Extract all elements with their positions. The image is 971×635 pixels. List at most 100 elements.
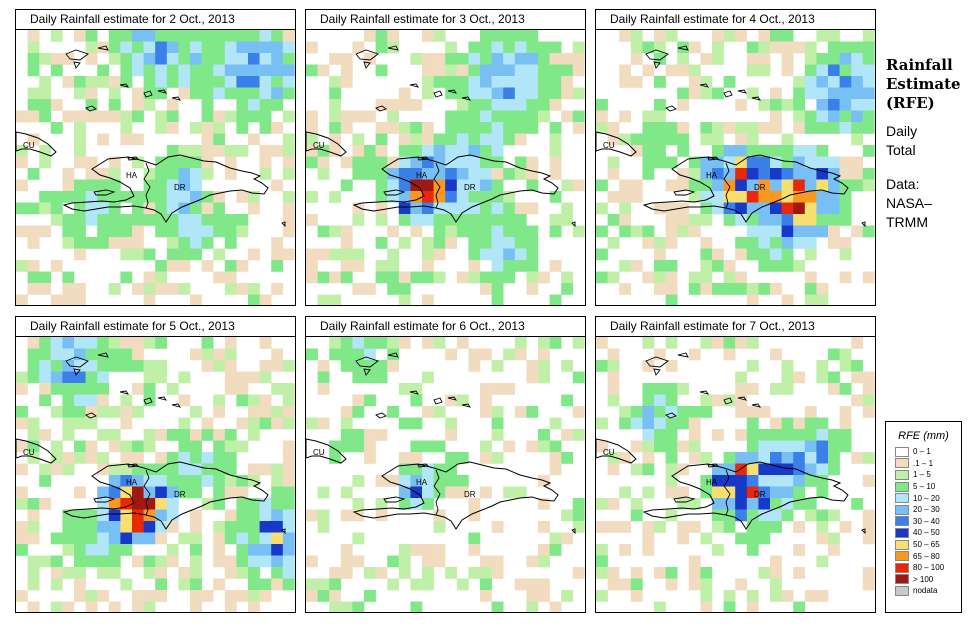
rainfall-cell bbox=[74, 394, 86, 407]
rainfall-cell bbox=[793, 440, 806, 453]
rainfall-cell bbox=[630, 179, 643, 192]
rainfall-cell bbox=[282, 133, 295, 146]
rainfall-cell bbox=[166, 429, 179, 441]
rainfall-cell bbox=[375, 271, 388, 284]
rainfall-cell bbox=[758, 30, 771, 42]
rainfall-cell bbox=[340, 555, 353, 568]
rainfall-cell bbox=[271, 260, 284, 272]
rainfall-cell bbox=[27, 271, 40, 284]
rainfall-cell bbox=[619, 578, 632, 591]
rainfall-cell bbox=[445, 191, 458, 203]
rainfall-cell bbox=[828, 76, 840, 88]
haiti-dr-border bbox=[433, 469, 441, 516]
rainfall-cell bbox=[526, 237, 539, 249]
rainfall-cell bbox=[480, 30, 492, 42]
rainfall-cell bbox=[132, 486, 144, 499]
rainfall-cell bbox=[166, 486, 179, 499]
rainfall-cell bbox=[259, 463, 272, 476]
rainfall-cell bbox=[549, 41, 562, 54]
rainfall-cell bbox=[143, 498, 156, 510]
rainfall-cell bbox=[793, 168, 806, 180]
rainfall-cell bbox=[456, 191, 469, 203]
rainfall-cell bbox=[538, 429, 550, 441]
rainfall-cell bbox=[781, 429, 794, 441]
rainfall-cell bbox=[712, 191, 724, 203]
rainfall-cell bbox=[700, 191, 713, 203]
rainfall-cell bbox=[630, 509, 643, 522]
rainfall-cell bbox=[352, 202, 365, 215]
rainfall-cell bbox=[770, 179, 782, 192]
rainfall-cell bbox=[375, 475, 388, 487]
rainfall-cell bbox=[375, 168, 388, 180]
rainfall-cell bbox=[259, 76, 272, 88]
rainfall-cell bbox=[108, 87, 121, 100]
rainfall-cell bbox=[688, 429, 701, 441]
rainfall-cell bbox=[654, 248, 666, 261]
rainfall-cell bbox=[282, 53, 295, 65]
rainfall-cell bbox=[468, 99, 481, 111]
rainfall-cell bbox=[839, 110, 852, 123]
rainfall-cell bbox=[27, 225, 40, 238]
rainfall-cell bbox=[456, 214, 469, 226]
rainfall-cell bbox=[758, 429, 771, 441]
rainfall-cell bbox=[248, 76, 260, 88]
rainfall-cell bbox=[700, 590, 713, 602]
rainfall-cell bbox=[155, 463, 168, 476]
rainfall-cell bbox=[804, 406, 817, 418]
rainfall-cell bbox=[224, 555, 237, 568]
rainfall-cell bbox=[735, 156, 748, 169]
rainfall-cell bbox=[480, 133, 492, 146]
rainfall-cell bbox=[642, 41, 655, 54]
rainfall-cell bbox=[503, 440, 516, 453]
rainfall-cell bbox=[712, 30, 724, 42]
rainfall-cell bbox=[804, 417, 817, 430]
rainfall-cell bbox=[514, 133, 527, 146]
legend-label: .1 – 1 bbox=[913, 458, 934, 468]
rainfall-cell bbox=[74, 509, 86, 522]
legend-swatch bbox=[895, 585, 909, 596]
rainfall-cell bbox=[27, 360, 40, 372]
rainfall-cell bbox=[306, 590, 318, 602]
rainfall-cell bbox=[781, 156, 794, 169]
rainfall-cell bbox=[746, 417, 759, 430]
rainfall-cell bbox=[97, 168, 110, 180]
rainfall-cell bbox=[781, 179, 794, 192]
rainfall-cell bbox=[62, 383, 75, 395]
rainfall-cell bbox=[178, 248, 191, 261]
rainfall-cell bbox=[97, 521, 110, 533]
rainfall-map: CU HA DR bbox=[595, 337, 876, 613]
rainfall-cell bbox=[16, 440, 28, 453]
rainfall-cell bbox=[201, 41, 214, 54]
rainfall-cell bbox=[85, 337, 98, 349]
rainfall-cell bbox=[74, 348, 86, 361]
rainfall-cell bbox=[120, 30, 133, 42]
sidebar-data-2: NASA– bbox=[886, 195, 932, 211]
rainfall-cell bbox=[828, 30, 840, 42]
country-label-ha: HA bbox=[416, 171, 428, 180]
rainfall-cell bbox=[108, 544, 121, 556]
rainfall-cell bbox=[248, 532, 260, 545]
rainfall-cell bbox=[259, 406, 272, 418]
rainfall-cell bbox=[178, 64, 191, 77]
rainfall-cell bbox=[39, 110, 52, 123]
rainfall-cell bbox=[480, 383, 492, 395]
rainfall-cell bbox=[50, 567, 63, 579]
rainfall-cell bbox=[248, 406, 260, 418]
rainfall-cell bbox=[828, 371, 840, 384]
island-outline bbox=[665, 105, 677, 112]
rainfall-cell bbox=[132, 53, 144, 65]
rainfall-cell bbox=[271, 30, 284, 42]
rainfall-cell bbox=[27, 202, 40, 215]
rainfall-cell bbox=[62, 271, 75, 284]
rainfall-cell bbox=[828, 191, 840, 203]
rainfall-cell bbox=[340, 348, 353, 361]
rainfall-cell bbox=[74, 555, 86, 568]
rainfall-cell bbox=[549, 122, 562, 134]
rainfall-cell bbox=[39, 348, 52, 361]
rainfall-cell bbox=[16, 544, 28, 556]
rainfall-cell bbox=[62, 53, 75, 65]
rainfall-cell bbox=[828, 237, 840, 249]
rainfall-cell bbox=[770, 191, 782, 203]
rainfall-cell bbox=[723, 145, 736, 157]
rainfall-cell bbox=[27, 371, 40, 384]
